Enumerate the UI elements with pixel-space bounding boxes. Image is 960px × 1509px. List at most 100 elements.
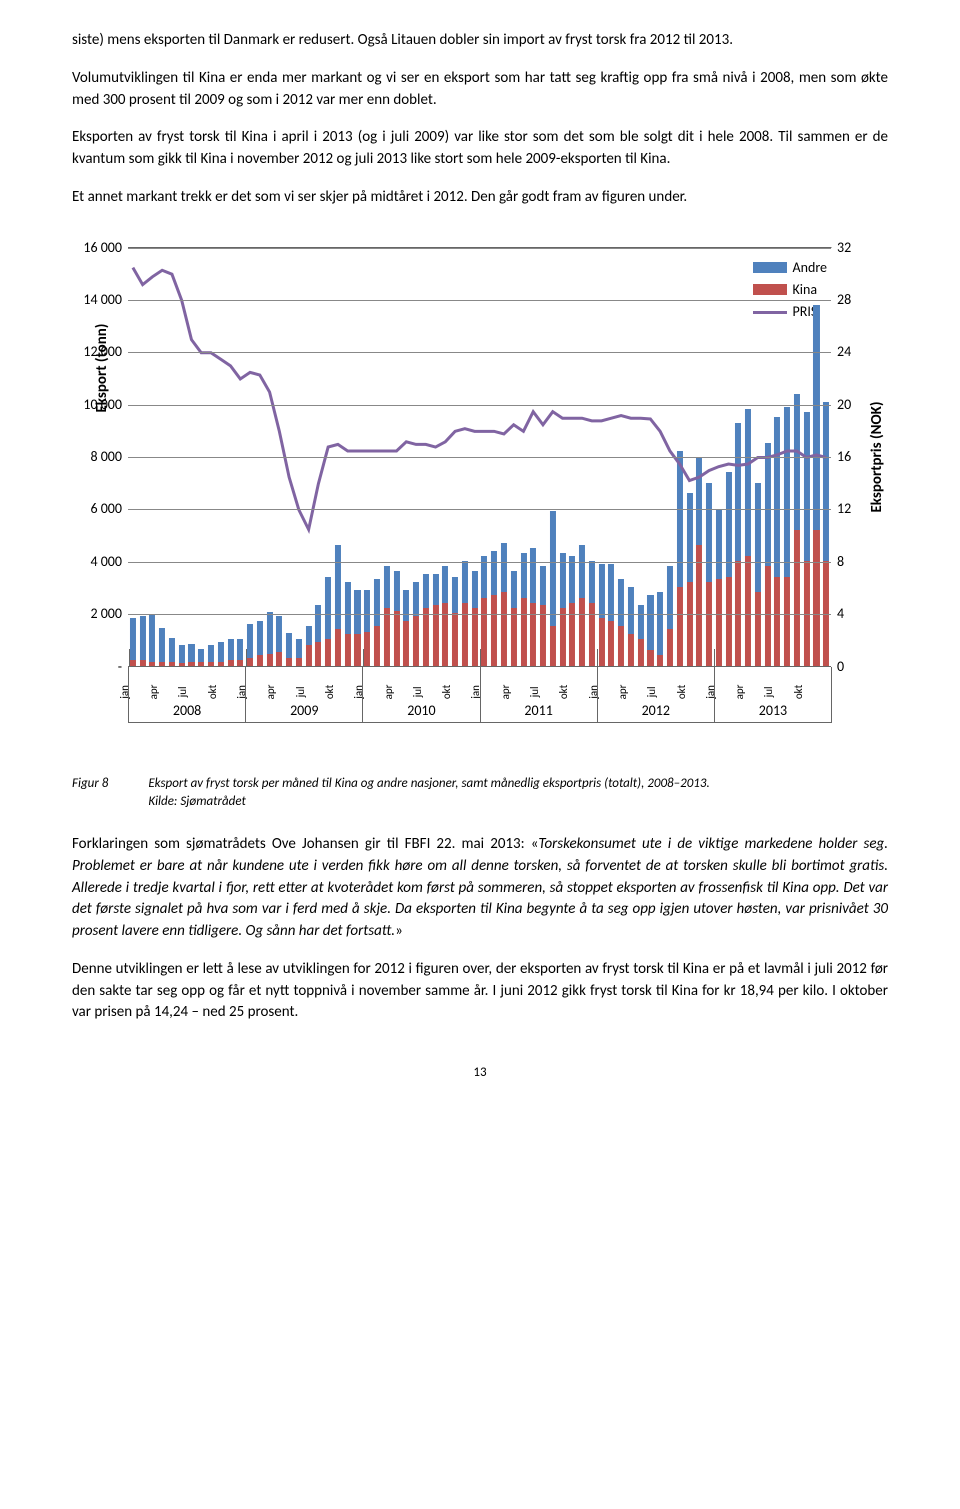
- bar-kina: [267, 654, 273, 666]
- y-right-tick: 20: [837, 394, 867, 414]
- y-right-tick: 32: [837, 237, 867, 257]
- bar-kina: [794, 530, 800, 666]
- bar-andre: [257, 621, 263, 655]
- bar-andre: [745, 409, 751, 555]
- bar-andre: [413, 582, 419, 616]
- bar-andre: [218, 642, 224, 662]
- bar-kina: [452, 613, 458, 665]
- bar-andre: [354, 590, 360, 634]
- bar-andre: [589, 561, 595, 603]
- bar-andre: [784, 407, 790, 577]
- gridline: [128, 300, 831, 301]
- bar-andre: [657, 592, 663, 655]
- bar-kina: [618, 626, 624, 665]
- bar-kina: [628, 634, 634, 665]
- bar-andre: [179, 645, 185, 663]
- bar-andre: [452, 577, 458, 614]
- bar-andre: [384, 566, 390, 608]
- bar-andre: [159, 628, 165, 662]
- bar-kina: [364, 632, 370, 666]
- y-left-tick: -: [82, 656, 122, 676]
- year-label: 2011: [480, 667, 597, 723]
- para-6: Denne utviklingen er lett å lese av utvi…: [72, 959, 888, 1024]
- bar-andre: [374, 579, 380, 626]
- gridline: [128, 457, 831, 458]
- bar-kina: [296, 658, 302, 666]
- bar-andre: [276, 616, 282, 653]
- bar-kina: [354, 634, 360, 665]
- bar-kina: [745, 556, 751, 666]
- bar-andre: [677, 451, 683, 587]
- bar-kina: [325, 639, 331, 665]
- bar-kina: [462, 603, 468, 666]
- bar-kina: [589, 603, 595, 666]
- bar-kina: [579, 598, 585, 666]
- year-label: 2012: [597, 667, 714, 723]
- bar-andre: [364, 590, 370, 632]
- bar-kina: [481, 598, 487, 666]
- bar-andre: [306, 626, 312, 644]
- bar-andre: [472, 571, 478, 608]
- bar-kina: [472, 608, 478, 665]
- para-4: Et annet markant trekk er det som vi ser…: [72, 187, 888, 209]
- bar-andre: [325, 577, 331, 640]
- bar-kina: [686, 582, 692, 666]
- bar-andre: [442, 566, 448, 603]
- y-left-tick: 2 000: [82, 604, 122, 624]
- bar-kina: [657, 655, 663, 665]
- bar-kina: [511, 608, 517, 665]
- bar-kina: [345, 634, 351, 665]
- year-label: 2010: [362, 667, 479, 723]
- bar-andre: [550, 511, 556, 626]
- bar-kina: [208, 662, 214, 666]
- year-label: 2013: [714, 667, 832, 723]
- bar-andre: [618, 579, 624, 626]
- bar-kina: [501, 592, 507, 665]
- y-left-tick: 16 000: [82, 237, 122, 257]
- bar-andre: [774, 417, 780, 576]
- para-5-after: »: [395, 922, 403, 940]
- bar-kina: [491, 595, 497, 666]
- y-left-tick: 10 000: [82, 394, 122, 414]
- y-left-tick: 12 000: [82, 342, 122, 362]
- export-chart: Eksport (tonn) Eksportpris (NOK) Andre K…: [72, 237, 888, 757]
- bar-kina: [286, 658, 292, 666]
- bar-andre: [296, 639, 302, 657]
- y-left-tick: 14 000: [82, 290, 122, 310]
- bar-andre: [647, 595, 653, 650]
- bar-kina: [560, 608, 566, 665]
- bar-kina: [765, 566, 771, 665]
- bar-andre: [540, 566, 546, 605]
- bar-andre: [491, 551, 497, 595]
- gridline: [128, 248, 831, 249]
- bar-andre: [696, 457, 702, 546]
- bar-andre: [501, 543, 507, 593]
- bar-andre: [315, 605, 321, 642]
- bar-andre: [267, 612, 273, 654]
- y-right-tick: 16: [837, 447, 867, 467]
- gridline: [128, 352, 831, 353]
- year-label: 2009: [245, 667, 362, 723]
- y-right-tick: 12: [837, 499, 867, 519]
- bar-andre: [511, 571, 517, 608]
- bar-kina: [149, 662, 155, 666]
- bar-andre: [765, 443, 771, 566]
- gridline: [128, 405, 831, 406]
- y-right-tick: 0: [837, 656, 867, 676]
- bar-andre: [208, 645, 214, 662]
- y-right-tick: 4: [837, 604, 867, 624]
- y-right-tick: 28: [837, 290, 867, 310]
- bar-andre: [667, 566, 673, 629]
- bar-kina: [696, 545, 702, 665]
- bar-andre: [403, 590, 409, 621]
- bar-kina: [188, 662, 194, 665]
- y-left-tick: 4 000: [82, 552, 122, 572]
- bar-kina: [198, 662, 204, 665]
- bar-kina: [726, 577, 732, 666]
- bar-andre: [813, 305, 819, 530]
- bar-andre: [579, 545, 585, 597]
- y-left-tick: 8 000: [82, 447, 122, 467]
- bar-kina: [218, 662, 224, 666]
- bar-kina: [257, 655, 263, 665]
- figure-text: Eksport av fryst torsk per måned til Kin…: [148, 775, 709, 813]
